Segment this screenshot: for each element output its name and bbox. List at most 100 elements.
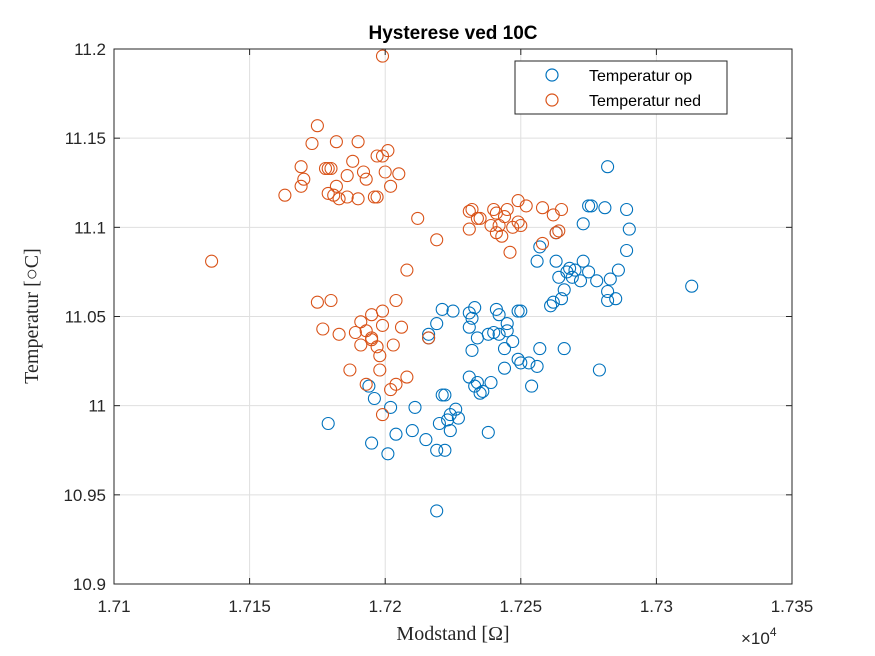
data-point [310,119,324,133]
data-point [492,327,506,341]
data-point [384,400,398,414]
x-tick-label: 1.735 [771,597,814,616]
x-exponent-power: 4 [770,625,777,639]
data-point [601,284,615,299]
data-point [511,215,525,229]
data-point [392,167,406,181]
legend: Temperatur op Temperatur ned [514,60,728,115]
data-point [590,274,604,288]
data-point [375,408,390,422]
data-point [329,179,343,193]
data-point [430,443,444,457]
data-point [554,202,569,217]
data-point [497,210,512,224]
data-point [318,161,333,176]
data-point [514,356,528,370]
x-tick-label: 1.72 [369,597,402,616]
data-point [375,149,390,163]
data-point [601,160,615,174]
data-point [354,338,368,352]
legend-marker-temperatur-ned [545,93,559,107]
data-point [465,311,479,325]
data-point [549,254,563,268]
data-point [503,245,517,259]
data-point [367,391,381,406]
data-point [462,320,476,334]
data-point [430,504,444,518]
data-point [384,383,398,397]
x-exponent-base: ×10 [741,629,770,648]
data-point [386,338,400,352]
data-point [582,265,596,279]
data-point [620,202,634,217]
data-point [487,325,501,340]
data-point [310,295,324,309]
data-point [573,274,588,288]
data-point [329,135,343,149]
data-point [348,325,362,340]
x-tick-label: 1.73 [640,597,673,616]
data-point [365,436,379,450]
data-point [435,302,449,316]
data-point [297,172,311,186]
data-point [370,340,384,354]
data-point [430,317,444,331]
data-point [506,334,520,349]
data-point [557,283,571,297]
data-point [557,342,571,356]
data-point [609,292,623,306]
legend-marker-temperatur-op [545,68,559,82]
data-point [375,318,390,332]
y-axis-label: Temperatur [○C] [21,248,43,384]
data-point [611,263,625,277]
data-point [560,265,574,279]
data-point [481,425,495,439]
data-point [205,254,219,268]
data-point [500,202,514,217]
data-point [389,427,403,441]
x-tick-labels: 1.71 1.715 1.72 1.725 1.73 1.735 [97,597,813,616]
data-point [497,342,512,356]
axis-ticks [113,48,793,585]
data-points [205,49,699,518]
data-point [582,199,596,213]
data-point [443,424,457,438]
data-point [465,343,479,357]
data-point [598,201,612,215]
data-point [487,202,501,217]
data-point [563,261,577,275]
data-point [367,190,381,204]
data-point [506,220,520,234]
data-point [535,236,550,250]
data-point [584,199,598,213]
data-point [435,388,449,402]
data-point [530,359,544,373]
data-point [378,165,392,179]
data-point [495,229,509,243]
data-point [305,136,319,151]
legend-label-temperatur-op: Temperatur op [589,68,692,85]
data-point [601,293,615,308]
data-point [533,342,547,356]
data-point [384,179,398,193]
data-point [373,363,387,377]
series-temperatur-ned [205,49,569,422]
data-point [278,188,292,202]
data-point [533,240,547,254]
data-point [476,384,490,398]
data-point [549,226,563,240]
data-point [525,379,539,393]
data-point [294,179,308,193]
series-temperatur-op [321,160,699,518]
x-tick-label: 1.715 [228,597,271,616]
data-point [370,190,384,204]
data-point [576,217,590,231]
data-point [294,160,308,174]
y-tick-label: 11.1 [74,218,106,237]
x-axis-label: Modstand [Ω] [396,623,509,645]
y-tick-label: 11.05 [65,308,106,327]
data-point [462,204,476,218]
data-point [432,416,446,431]
data-point [535,201,550,215]
data-point [473,386,487,400]
